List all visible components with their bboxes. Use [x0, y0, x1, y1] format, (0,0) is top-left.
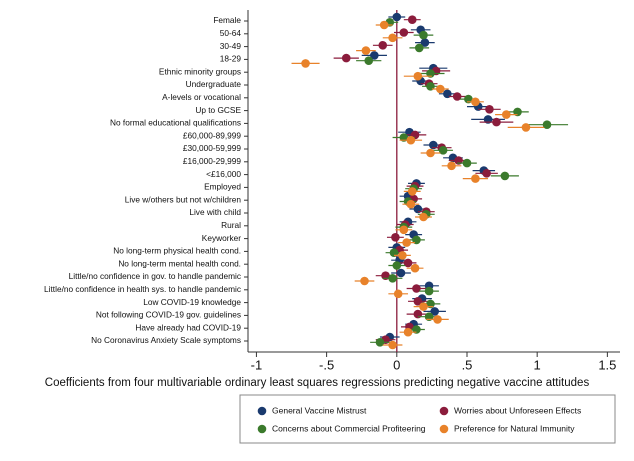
point — [430, 307, 440, 316]
point — [414, 43, 424, 53]
point — [399, 225, 409, 235]
y-tick-label: Female — [213, 15, 241, 25]
point — [410, 263, 420, 273]
y-tick-label: £60,000-89,999 — [183, 130, 242, 140]
x-tick-label: 0 — [393, 357, 400, 372]
legend-label: Worries about Unforeseen Effects — [454, 405, 581, 415]
y-tick-label: Little/no confidence in gov. to handle p… — [69, 271, 241, 281]
y-tick-label: Undergraduate — [186, 79, 242, 89]
point — [485, 105, 494, 114]
point — [402, 238, 411, 247]
point — [403, 327, 413, 337]
legend-marker — [257, 424, 267, 434]
legend-label: Preference for Natural Immunity — [454, 423, 575, 433]
y-tick-label: 50-64 — [220, 28, 242, 38]
y-tick-label: Employed — [204, 182, 241, 192]
point — [419, 302, 428, 311]
y-tick-label: Little/no confidence in health sys. to h… — [44, 284, 241, 294]
x-axis-label: Coefficients from four multivariable ord… — [45, 377, 590, 389]
y-tick-label: 18-29 — [220, 54, 242, 64]
y-tick-label: Up to GCSE — [195, 105, 241, 115]
point — [403, 258, 413, 268]
point — [396, 268, 406, 278]
point — [420, 38, 430, 47]
point — [447, 161, 456, 171]
legend-marker — [257, 406, 267, 416]
point — [462, 158, 472, 168]
x-tick-label: 1.5 — [598, 357, 616, 372]
x-tick-label: 1 — [534, 357, 541, 372]
point — [436, 84, 445, 94]
point — [492, 117, 501, 127]
point — [452, 92, 462, 101]
point — [501, 110, 511, 119]
y-tick-label: No formal educational qualifications — [110, 118, 241, 128]
y-tick-label: Low COVID-19 knowledge — [143, 297, 241, 307]
legend-label: General Vaccine Mistrust — [272, 405, 367, 415]
point — [391, 233, 400, 242]
y-tick-label: £30,000-59,999 — [183, 143, 242, 153]
point — [424, 286, 434, 296]
legend-marker — [439, 424, 449, 434]
point — [419, 212, 428, 222]
y-tick-label: Live w/others but not w/children — [125, 194, 242, 204]
point — [393, 289, 403, 299]
point — [388, 274, 397, 283]
point — [392, 261, 402, 270]
point — [364, 56, 374, 65]
point — [471, 97, 480, 107]
x-tick-label: .5 — [462, 357, 473, 372]
point — [341, 53, 351, 63]
point — [413, 71, 423, 81]
point — [413, 297, 423, 306]
legend-box — [239, 394, 616, 444]
y-tick-label: £16,000-29,999 — [183, 156, 242, 166]
y-tick-label: Not following COVID-19 gov. guidelines — [96, 310, 241, 320]
point — [419, 30, 428, 40]
y-tick-label: A-levels or vocational — [162, 92, 241, 102]
point — [471, 174, 480, 183]
point — [438, 146, 448, 155]
point — [521, 123, 531, 132]
y-tick-label: Rural — [221, 220, 241, 230]
point — [407, 187, 417, 196]
y-tick-label: 30-49 — [220, 41, 242, 51]
y-tick-label: No Coronavirus Anxiety Scale symptoms — [91, 335, 241, 345]
point — [388, 340, 397, 350]
point — [301, 59, 310, 68]
point — [407, 15, 417, 24]
point — [379, 20, 389, 30]
y-tick-label: No long-term mental health cond. — [118, 258, 241, 268]
point — [399, 28, 409, 37]
legend-marker — [439, 406, 449, 416]
point — [375, 338, 385, 347]
point — [500, 171, 510, 181]
x-tick-label: -1 — [251, 357, 263, 372]
point — [406, 199, 416, 209]
y-tick-label: Live with child — [189, 207, 241, 217]
point — [406, 135, 416, 145]
point — [388, 33, 397, 43]
x-tick-label: -.5 — [319, 357, 334, 372]
legend-label: Concerns about Commercial Profiteering — [272, 423, 426, 433]
point — [412, 284, 421, 293]
point — [426, 148, 435, 158]
y-tick-label: Keyworker — [202, 233, 241, 243]
point — [360, 276, 369, 286]
y-tick-label: <£16,000 — [206, 169, 241, 179]
point — [370, 51, 379, 60]
point — [482, 169, 491, 178]
y-tick-label: No long-term physical health cond. — [113, 246, 241, 256]
y-tick-label: Ethnic minority groups — [159, 66, 241, 76]
point — [361, 46, 371, 55]
point — [378, 41, 388, 50]
point — [392, 12, 402, 22]
point — [433, 315, 442, 324]
point — [398, 251, 407, 260]
point — [542, 120, 552, 129]
y-tick-label: Have already had COVID-19 — [135, 322, 241, 332]
